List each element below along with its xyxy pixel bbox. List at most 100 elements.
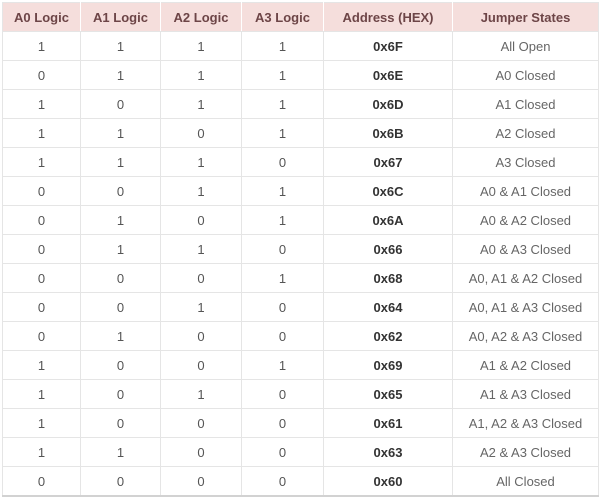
a1-logic-cell: 0 bbox=[80, 263, 161, 293]
a1-logic-cell: 1 bbox=[80, 118, 161, 148]
a1-logic-cell: 0 bbox=[80, 350, 161, 380]
a0-logic-cell: 0 bbox=[2, 176, 81, 206]
address-hex-cell: 0x66 bbox=[323, 234, 453, 264]
a3-logic-cell: 1 bbox=[241, 31, 324, 61]
header-row: A0 Logic A1 Logic A2 Logic A3 Logic Addr… bbox=[2, 2, 599, 32]
jumper-states-cell: A0 & A2 Closed bbox=[452, 205, 599, 235]
column-header-address-hex: Address (HEX) bbox=[323, 2, 453, 32]
a0-logic-cell: 0 bbox=[2, 321, 81, 351]
a1-logic-cell: 0 bbox=[80, 176, 161, 206]
a0-logic-cell: 1 bbox=[2, 118, 81, 148]
a2-logic-cell: 1 bbox=[160, 31, 242, 61]
a1-logic-cell: 0 bbox=[80, 379, 161, 409]
a0-logic-cell: 0 bbox=[2, 466, 81, 497]
table-row: 1 0 0 1 0x69 A1 & A2 Closed bbox=[2, 350, 599, 380]
a1-logic-cell: 1 bbox=[80, 147, 161, 177]
table-row: 1 0 1 0 0x65 A1 & A3 Closed bbox=[2, 379, 599, 409]
jumper-states-cell: A2 Closed bbox=[452, 118, 599, 148]
jumper-states-cell: A1, A2 & A3 Closed bbox=[452, 408, 599, 438]
jumper-states-cell: A0 & A3 Closed bbox=[452, 234, 599, 264]
a3-logic-cell: 1 bbox=[241, 350, 324, 380]
a0-logic-cell: 1 bbox=[2, 31, 81, 61]
a2-logic-cell: 0 bbox=[160, 350, 242, 380]
address-hex-cell: 0x67 bbox=[323, 147, 453, 177]
jumper-states-cell: A1 & A2 Closed bbox=[452, 350, 599, 380]
a1-logic-cell: 1 bbox=[80, 205, 161, 235]
a3-logic-cell: 0 bbox=[241, 321, 324, 351]
a2-logic-cell: 0 bbox=[160, 205, 242, 235]
a0-logic-cell: 1 bbox=[2, 350, 81, 380]
table-row: 0 1 1 0 0x66 A0 & A3 Closed bbox=[2, 234, 599, 264]
address-hex-cell: 0x62 bbox=[323, 321, 453, 351]
table-row: 1 0 1 1 0x6D A1 Closed bbox=[2, 89, 599, 119]
a2-logic-cell: 0 bbox=[160, 437, 242, 467]
table-row: 1 1 0 1 0x6B A2 Closed bbox=[2, 118, 599, 148]
a0-logic-cell: 1 bbox=[2, 437, 81, 467]
address-hex-cell: 0x69 bbox=[323, 350, 453, 380]
a0-logic-cell: 0 bbox=[2, 292, 81, 322]
table-row: 1 1 1 1 0x6F All Open bbox=[2, 31, 599, 61]
jumper-states-cell: A1 & A3 Closed bbox=[452, 379, 599, 409]
a3-logic-cell: 0 bbox=[241, 147, 324, 177]
jumper-states-cell: A1 Closed bbox=[452, 89, 599, 119]
a3-logic-cell: 0 bbox=[241, 292, 324, 322]
table-row: 0 1 1 1 0x6E A0 Closed bbox=[2, 60, 599, 90]
a1-logic-cell: 1 bbox=[80, 321, 161, 351]
a3-logic-cell: 0 bbox=[241, 466, 324, 497]
column-header-a0-logic: A0 Logic bbox=[2, 2, 81, 32]
table-row: 1 1 1 0 0x67 A3 Closed bbox=[2, 147, 599, 177]
a3-logic-cell: 0 bbox=[241, 437, 324, 467]
a2-logic-cell: 1 bbox=[160, 379, 242, 409]
a1-logic-cell: 0 bbox=[80, 408, 161, 438]
jumper-states-cell: A0, A2 & A3 Closed bbox=[452, 321, 599, 351]
address-hex-cell: 0x64 bbox=[323, 292, 453, 322]
address-hex-cell: 0x6C bbox=[323, 176, 453, 206]
a3-logic-cell: 0 bbox=[241, 379, 324, 409]
a1-logic-cell: 0 bbox=[80, 466, 161, 497]
table-row: 0 0 1 0 0x64 A0, A1 & A3 Closed bbox=[2, 292, 599, 322]
a1-logic-cell: 1 bbox=[80, 437, 161, 467]
address-hex-cell: 0x6B bbox=[323, 118, 453, 148]
a1-logic-cell: 0 bbox=[80, 292, 161, 322]
table-row: 0 0 0 1 0x68 A0, A1 & A2 Closed bbox=[2, 263, 599, 293]
a2-logic-cell: 0 bbox=[160, 263, 242, 293]
jumper-states-cell: All Closed bbox=[452, 466, 599, 497]
a0-logic-cell: 1 bbox=[2, 379, 81, 409]
address-hex-cell: 0x65 bbox=[323, 379, 453, 409]
jumper-states-cell: A3 Closed bbox=[452, 147, 599, 177]
a1-logic-cell: 1 bbox=[80, 234, 161, 264]
address-hex-cell: 0x6A bbox=[323, 205, 453, 235]
table-row: 1 1 0 0 0x63 A2 & A3 Closed bbox=[2, 437, 599, 467]
a2-logic-cell: 1 bbox=[160, 147, 242, 177]
a0-logic-cell: 0 bbox=[2, 205, 81, 235]
table-row: 0 0 0 0 0x60 All Closed bbox=[2, 466, 599, 497]
a3-logic-cell: 0 bbox=[241, 234, 324, 264]
jumper-states-cell: A0 & A1 Closed bbox=[452, 176, 599, 206]
a2-logic-cell: 1 bbox=[160, 176, 242, 206]
a0-logic-cell: 0 bbox=[2, 263, 81, 293]
table-row: 0 1 0 1 0x6A A0 & A2 Closed bbox=[2, 205, 599, 235]
address-hex-cell: 0x6E bbox=[323, 60, 453, 90]
jumper-states-cell: A0, A1 & A2 Closed bbox=[452, 263, 599, 293]
a3-logic-cell: 0 bbox=[241, 408, 324, 438]
a0-logic-cell: 1 bbox=[2, 147, 81, 177]
a0-logic-cell: 0 bbox=[2, 60, 81, 90]
table-body: 1 1 1 1 0x6F All Open 0 1 1 1 0x6E A0 Closed 1 0 1 1 0x6… bbox=[2, 31, 599, 497]
a2-logic-cell: 0 bbox=[160, 118, 242, 148]
address-hex-cell: 0x60 bbox=[323, 466, 453, 497]
table-row: 0 1 0 0 0x62 A0, A2 & A3 Closed bbox=[2, 321, 599, 351]
a3-logic-cell: 1 bbox=[241, 118, 324, 148]
column-header-a3-logic: A3 Logic bbox=[241, 2, 324, 32]
address-hex-cell: 0x68 bbox=[323, 263, 453, 293]
a0-logic-cell: 1 bbox=[2, 408, 81, 438]
table-row: 0 0 1 1 0x6C A0 & A1 Closed bbox=[2, 176, 599, 206]
a1-logic-cell: 1 bbox=[80, 31, 161, 61]
column-header-a2-logic: A2 Logic bbox=[160, 2, 242, 32]
address-hex-cell: 0x61 bbox=[323, 408, 453, 438]
jumper-states-cell: A0 Closed bbox=[452, 60, 599, 90]
address-hex-cell: 0x6D bbox=[323, 89, 453, 119]
column-header-jumper-states: Jumper States bbox=[452, 2, 599, 32]
a3-logic-cell: 1 bbox=[241, 89, 324, 119]
